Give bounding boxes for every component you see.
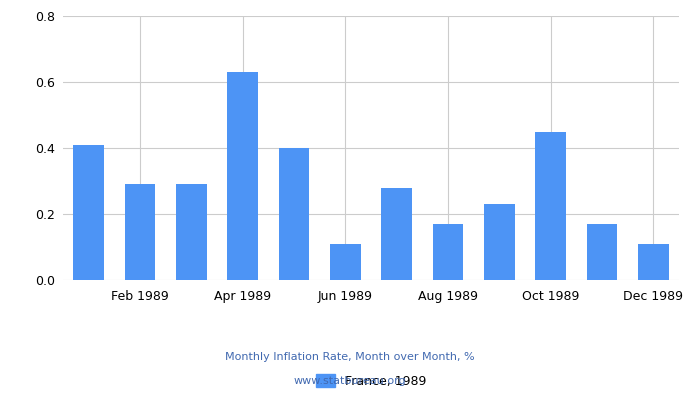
Bar xyxy=(279,148,309,280)
Bar xyxy=(484,204,514,280)
Bar xyxy=(176,184,206,280)
Bar xyxy=(330,244,360,280)
Bar xyxy=(433,224,463,280)
Bar xyxy=(382,188,412,280)
Bar xyxy=(638,244,668,280)
Bar xyxy=(228,72,258,280)
Bar xyxy=(536,132,566,280)
Text: Monthly Inflation Rate, Month over Month, %: Monthly Inflation Rate, Month over Month… xyxy=(225,352,475,362)
Legend: France, 1989: France, 1989 xyxy=(311,369,431,392)
Bar xyxy=(74,145,104,280)
Text: www.statbureau.org: www.statbureau.org xyxy=(294,376,406,386)
Bar xyxy=(125,184,155,280)
Bar xyxy=(587,224,617,280)
